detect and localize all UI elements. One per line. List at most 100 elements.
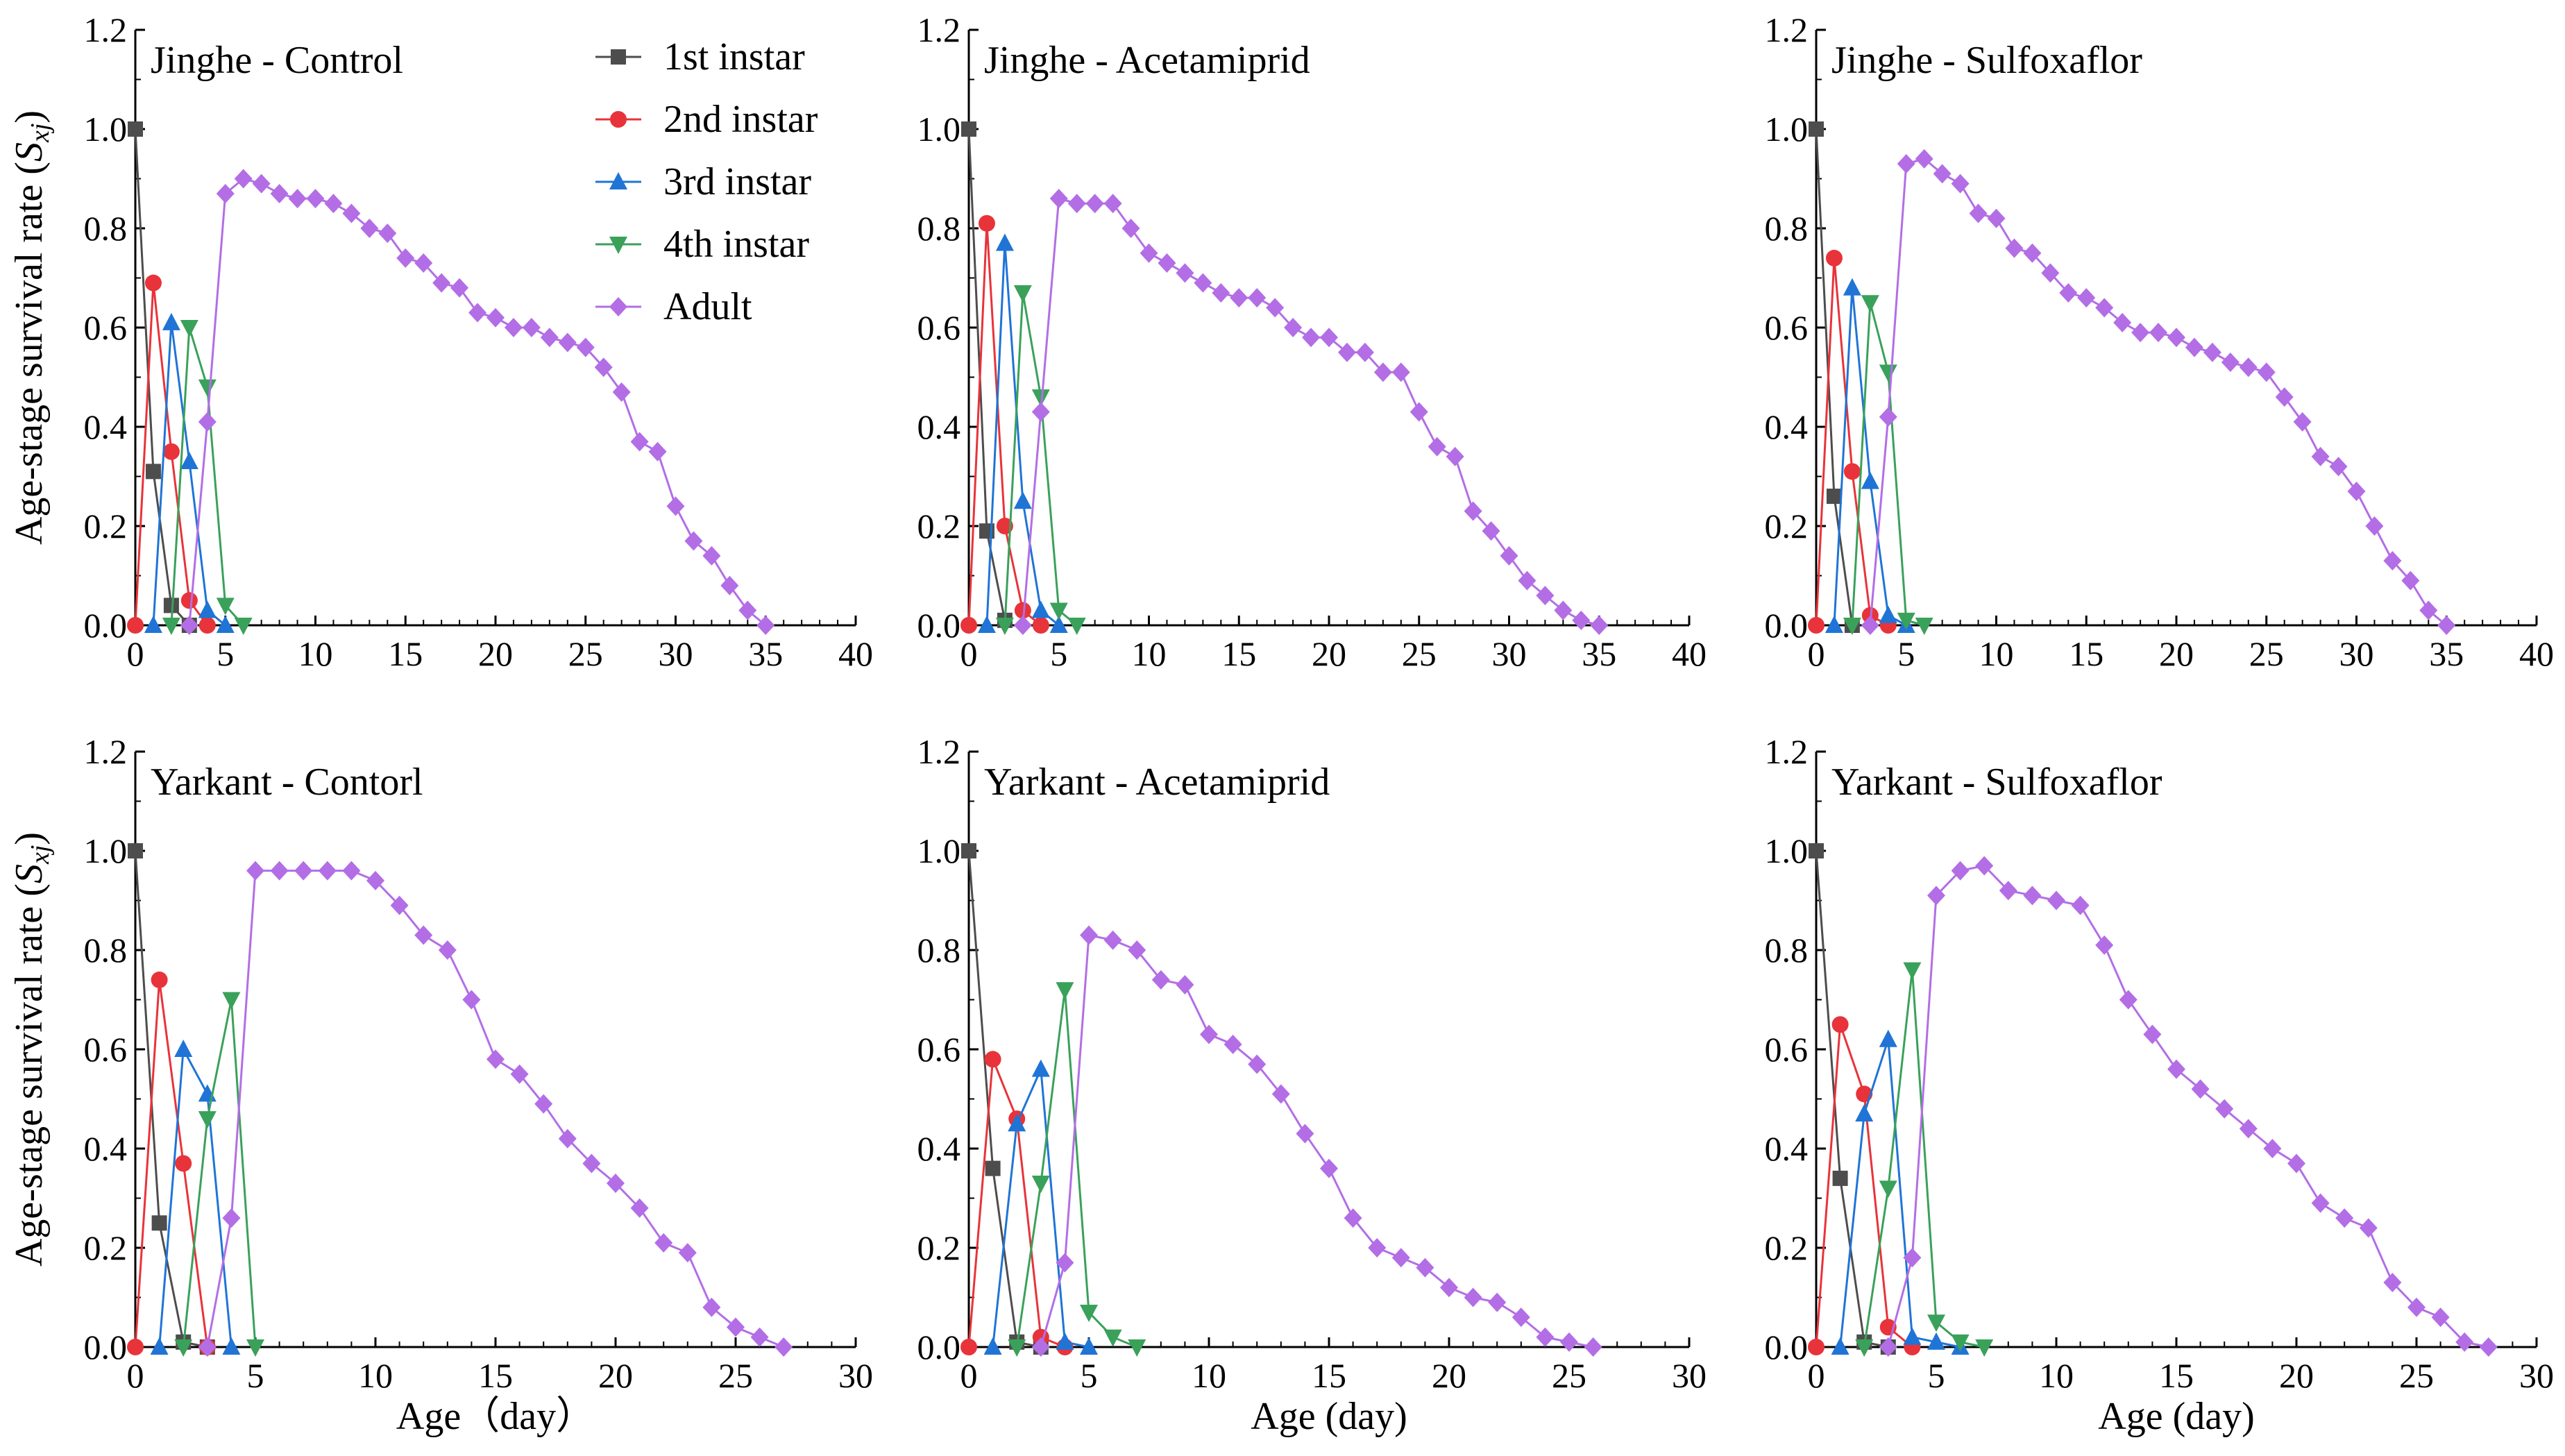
data-point-3rd-instar xyxy=(1843,278,1861,296)
data-point-adult xyxy=(1464,1287,1482,1307)
data-point-adult xyxy=(654,1233,673,1253)
series-line-1st-instar xyxy=(1815,850,1889,1348)
data-point-adult xyxy=(486,1049,505,1069)
x-tick-label: 5 xyxy=(217,634,234,673)
legend-label: 3rd instar xyxy=(663,160,811,203)
data-point-4th-instar xyxy=(1879,1180,1897,1199)
legend-label: Adult xyxy=(663,285,752,328)
series-line-1st-instar xyxy=(134,128,190,627)
data-point-3rd-instar xyxy=(162,312,180,330)
x-axis-label: Age (day) xyxy=(2098,1395,2254,1438)
y-tick-label: 0.2 xyxy=(917,1228,961,1267)
series-4th-instar xyxy=(1843,295,1933,635)
y-tick-label: 0.2 xyxy=(84,507,128,545)
x-axis-label: Age (day) xyxy=(1251,1395,1407,1438)
x-tick-label: 15 xyxy=(478,1356,513,1395)
series-4th-instar xyxy=(1008,982,1146,1357)
data-point-adult xyxy=(576,337,595,357)
data-point-2nd-instar xyxy=(127,1339,144,1355)
data-point-3rd-instar xyxy=(1879,1029,1897,1047)
data-point-3rd-instar xyxy=(180,452,198,470)
data-point-adult xyxy=(246,861,264,881)
y-axis-label-top: Age-stage survival rate (Sxj) xyxy=(8,110,55,545)
data-point-adult xyxy=(486,307,505,328)
data-point-adult xyxy=(2023,886,2042,906)
data-point-adult xyxy=(2263,1139,2282,1158)
data-point-adult xyxy=(2239,357,2258,378)
data-point-adult xyxy=(1861,616,1879,635)
series-line-2nd-instar xyxy=(967,223,1042,627)
data-point-adult xyxy=(1248,288,1267,308)
data-point-adult xyxy=(540,328,559,348)
data-point-4th-instar xyxy=(1013,285,1032,303)
series-3rd-instar xyxy=(1831,1029,1970,1355)
data-point-adult xyxy=(1013,616,1032,635)
data-point-adult xyxy=(414,253,433,273)
data-point-adult xyxy=(607,1174,625,1194)
y-tick-label: 1.2 xyxy=(917,10,961,49)
data-point-4th-instar xyxy=(1855,1339,1874,1357)
data-point-adult xyxy=(774,1337,793,1357)
y-tick-label: 0.2 xyxy=(84,1228,128,1267)
legend: 1st instar 2nd instar 3rd instar 4th instar… xyxy=(595,35,818,328)
x-tick-label: 0 xyxy=(127,1356,144,1395)
data-point-adult xyxy=(1560,1332,1578,1352)
data-point-adult xyxy=(222,1208,241,1228)
x-tick-label: 10 xyxy=(358,1356,393,1395)
legend-item-2nd-instar: 2nd instar xyxy=(595,98,818,141)
panel-yarkant-contorl: 0.0 0.2 0.4 0.6 0.8 1.0 1.2 0 5 10 15 20 25 30 Yarkant… xyxy=(84,732,874,1438)
data-point-adult xyxy=(1031,402,1050,422)
data-point-4th-instar xyxy=(1128,1339,1146,1357)
data-point-adult xyxy=(318,861,337,881)
data-point-4th-instar xyxy=(222,992,241,1010)
x-tick-label: 5 xyxy=(1928,1356,1945,1395)
panel-title: Yarkant - Contorl xyxy=(151,761,423,804)
data-point-adult xyxy=(2059,282,2078,303)
data-point-adult xyxy=(582,1153,601,1174)
legend-item-3rd-instar: 3rd instar xyxy=(595,160,811,203)
x-tick-label: 35 xyxy=(1582,634,1616,673)
data-point-adult xyxy=(1355,342,1374,362)
data-point-adult xyxy=(198,1337,217,1357)
y-tick-label: 0.0 xyxy=(84,606,128,645)
data-point-adult xyxy=(2047,890,2065,911)
data-point-3rd-instar xyxy=(995,233,1014,251)
x-tick-label: 20 xyxy=(478,634,513,673)
x-tick-label: 0 xyxy=(127,634,144,673)
legend-marker xyxy=(609,297,627,316)
data-point-adult xyxy=(198,412,217,432)
data-point-3rd-instar xyxy=(1825,616,1843,633)
data-point-adult xyxy=(2077,288,2096,308)
y-tick-label: 1.0 xyxy=(84,831,128,870)
data-point-4th-instar xyxy=(1903,962,1922,980)
data-point-adult xyxy=(1103,194,1122,214)
data-point-adult xyxy=(2203,342,2221,362)
data-point-adult xyxy=(630,1198,649,1218)
data-point-adult xyxy=(2437,616,2456,635)
data-point-1st-instar xyxy=(128,843,143,858)
data-point-4th-instar xyxy=(198,379,217,397)
y-tick-label: 1.2 xyxy=(84,10,128,49)
data-point-adult xyxy=(342,203,361,223)
data-point-adult xyxy=(1500,545,1518,566)
data-point-4th-instar xyxy=(162,618,180,635)
data-point-adult xyxy=(1031,1337,1050,1357)
x-tick-label: 25 xyxy=(2399,1356,2434,1395)
data-point-3rd-instar xyxy=(1861,471,1879,489)
x-tick-label: 35 xyxy=(2429,634,2464,673)
data-point-adult xyxy=(342,861,361,881)
series-adult xyxy=(1031,925,1602,1357)
legend-item-4th-instar: 4th instar xyxy=(595,223,809,266)
data-point-adult xyxy=(2359,1218,2378,1238)
y-tick-label: 1.2 xyxy=(1765,10,1809,49)
legend-label: 2nd instar xyxy=(663,98,818,141)
panel-title: Jinghe - Sulfoxaflor xyxy=(1831,39,2142,82)
x-tick-label: 20 xyxy=(2159,634,2194,673)
data-point-3rd-instar xyxy=(1927,1332,1945,1350)
data-point-adult xyxy=(2311,1193,2330,1213)
data-point-adult xyxy=(1320,328,1338,348)
series-adult xyxy=(198,861,793,1357)
data-point-adult xyxy=(2113,312,2132,332)
data-point-2nd-instar xyxy=(960,617,977,634)
